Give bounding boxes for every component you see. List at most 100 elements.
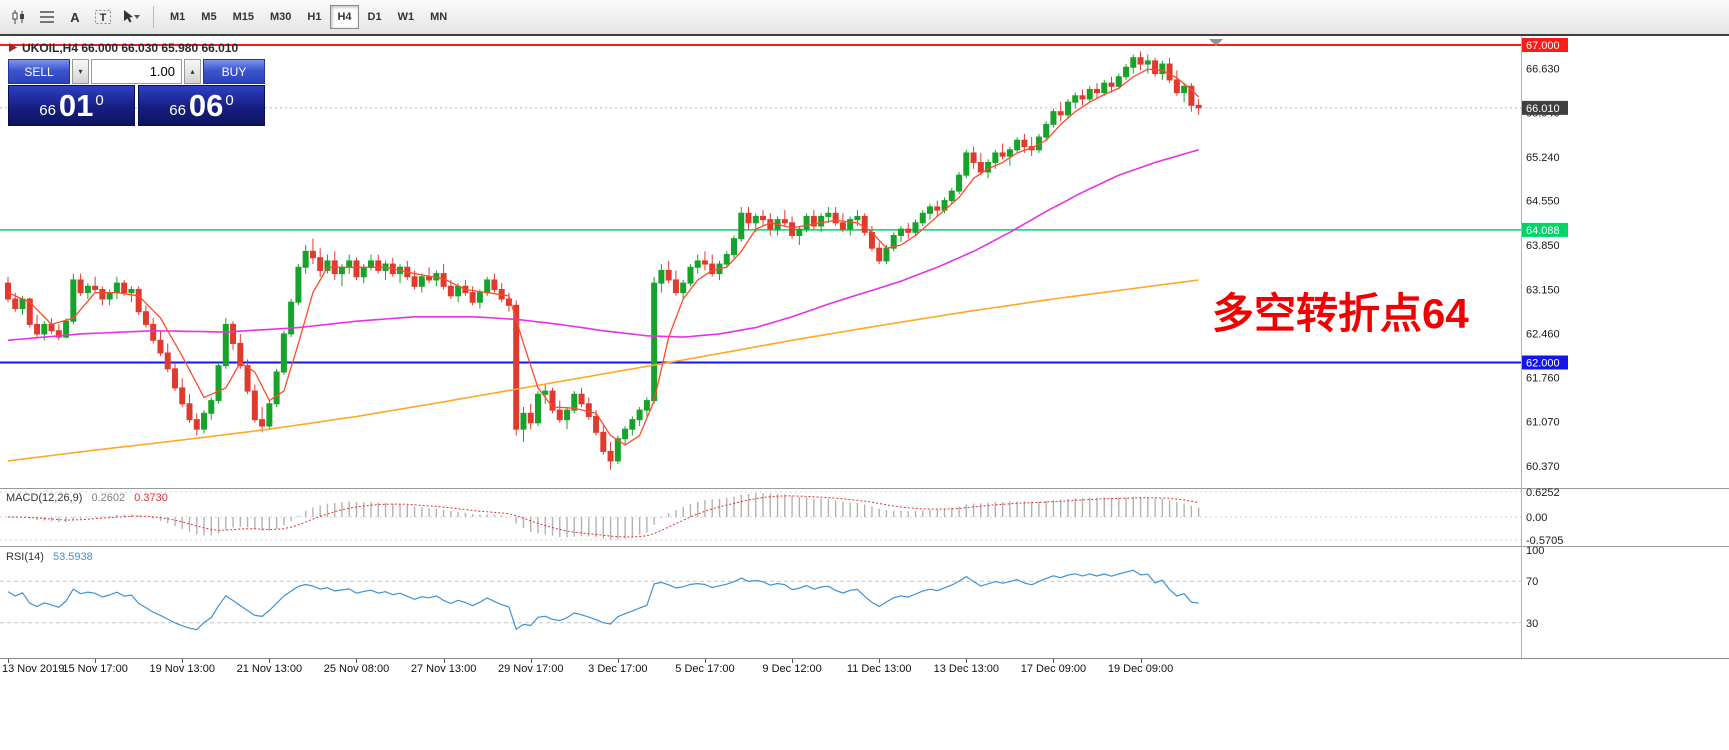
buy-price-display[interactable]: 66 06 0 bbox=[138, 85, 265, 126]
cursor-tool-button[interactable] bbox=[118, 4, 144, 30]
timeframe-button-m1[interactable]: M1 bbox=[163, 5, 192, 29]
time-axis[interactable]: 13 Nov 2019 15 Nov 17:00 19 Nov 13:00 21 No… bbox=[0, 658, 1729, 680]
time-axis-label: 15 Nov 17:00 bbox=[62, 663, 128, 675]
sell-price-display[interactable]: 66 01 0 bbox=[8, 85, 135, 126]
sell-button[interactable]: SELL bbox=[8, 59, 70, 84]
price-tick-label: 63.150 bbox=[1526, 284, 1560, 296]
candle bbox=[498, 283, 505, 303]
candle bbox=[839, 213, 846, 233]
main-chart-canvas[interactable]: 66.63065.94065.24064.55063.85063.15062.4… bbox=[0, 36, 1729, 488]
candle bbox=[520, 406, 527, 442]
candle bbox=[302, 245, 309, 274]
time-axis-tick bbox=[8, 659, 9, 663]
candle bbox=[897, 225, 904, 242]
candle bbox=[1108, 76, 1115, 93]
candle bbox=[956, 172, 963, 195]
candle bbox=[738, 206, 745, 242]
chart-type-button[interactable] bbox=[6, 4, 32, 30]
time-axis-label: 29 Nov 17:00 bbox=[498, 663, 564, 675]
buy-price-big: 06 bbox=[188, 88, 224, 123]
ma-mid-line bbox=[7, 149, 1199, 342]
grid-tool-button[interactable] bbox=[34, 4, 60, 30]
timeframe-button-m15[interactable]: M15 bbox=[226, 5, 261, 29]
time-axis-tick bbox=[356, 659, 358, 663]
time-axis-tick bbox=[617, 659, 619, 663]
toolbar: A T M1 M5 M15 M30 H1 H4 D1 W1 MN bbox=[0, 0, 1729, 36]
buy-button[interactable]: BUY bbox=[203, 59, 265, 84]
volume-input[interactable] bbox=[91, 59, 182, 84]
timeframe-button-h4[interactable]: H4 bbox=[330, 5, 359, 29]
time-axis-label: 19 Dec 09:00 bbox=[1107, 663, 1174, 675]
timeframe-button-d1[interactable]: D1 bbox=[361, 5, 389, 29]
candle bbox=[440, 264, 447, 290]
macd-label: MACD(12,26,9) 0.2602 0.3730 bbox=[6, 492, 168, 504]
price-tick-label: 60.370 bbox=[1526, 461, 1560, 473]
candle bbox=[963, 149, 970, 179]
candle bbox=[324, 254, 331, 274]
candle bbox=[970, 146, 977, 169]
candle bbox=[927, 203, 934, 220]
candle bbox=[1014, 137, 1021, 153]
candle bbox=[418, 273, 425, 293]
volume-increase-button[interactable]: ▴ bbox=[184, 59, 201, 84]
candle bbox=[803, 213, 810, 233]
chart-title: UKOIL,H4 66.000 66.030 65.980 66.010 bbox=[22, 41, 238, 55]
sell-price-prefix: 66 bbox=[39, 102, 56, 119]
candle bbox=[1064, 98, 1071, 119]
candle bbox=[193, 413, 200, 436]
price-tick-label: 62.460 bbox=[1526, 328, 1560, 340]
candle bbox=[77, 273, 84, 296]
timeframe-button-w1[interactable]: W1 bbox=[391, 5, 422, 29]
candle bbox=[701, 251, 708, 271]
time-axis-label: 21 Nov 13:00 bbox=[236, 663, 303, 675]
candlestick-icon bbox=[12, 10, 24, 24]
timeframe-group: M1 M5 M15 M30 H1 H4 D1 W1 MN bbox=[163, 5, 454, 29]
candle bbox=[222, 318, 229, 369]
rsi-line bbox=[7, 569, 1199, 631]
candle bbox=[680, 279, 687, 299]
letter-t-icon: T bbox=[100, 12, 107, 24]
candle bbox=[1006, 146, 1013, 166]
trade-controls-row: SELL ▾ ▴ BUY bbox=[8, 59, 265, 84]
annotation-text[interactable]: 多空转折点64 bbox=[1212, 290, 1469, 337]
timeframe-button-m30[interactable]: M30 bbox=[263, 5, 298, 29]
candle bbox=[716, 260, 723, 280]
candle bbox=[527, 403, 534, 430]
candle bbox=[919, 210, 926, 226]
candle bbox=[534, 391, 541, 426]
price-badge bbox=[1522, 355, 1568, 370]
rsi-panel-canvas[interactable]: 100 70 30 RSI(14) 53.5938 bbox=[0, 546, 1729, 658]
text-label-button[interactable]: T bbox=[90, 4, 116, 30]
volume-decrease-button[interactable]: ▾ bbox=[72, 59, 89, 84]
letter-a-icon: A bbox=[70, 10, 80, 25]
buy-price-prefix: 66 bbox=[169, 102, 186, 119]
candle bbox=[462, 279, 469, 296]
time-axis-tick bbox=[879, 659, 881, 663]
timeframe-button-h1[interactable]: H1 bbox=[300, 5, 328, 29]
price-tick-label: 66.630 bbox=[1526, 63, 1560, 75]
time-axis-tick bbox=[182, 659, 184, 663]
candle bbox=[447, 279, 454, 299]
candle bbox=[368, 254, 374, 271]
candle bbox=[832, 206, 839, 226]
cursor-icon bbox=[124, 10, 140, 23]
timeframe-button-m5[interactable]: M5 bbox=[194, 5, 223, 29]
candle bbox=[977, 152, 984, 176]
chart-window: 66.63065.94065.24064.55063.85063.15062.4… bbox=[0, 36, 1729, 680]
price-tick-label: 63.850 bbox=[1526, 240, 1560, 252]
candle bbox=[847, 216, 854, 236]
price-badge bbox=[1522, 38, 1568, 52]
timeframe-button-mn[interactable]: MN bbox=[423, 5, 454, 29]
candle bbox=[1166, 57, 1173, 84]
candle bbox=[1152, 57, 1159, 77]
candle bbox=[164, 343, 171, 373]
text-annotation-button[interactable]: A bbox=[62, 4, 88, 30]
price-badge bbox=[1522, 100, 1568, 115]
candle bbox=[723, 251, 730, 268]
macd-panel-canvas[interactable]: 0.6252 0.00 -0.5705 MACD(12,26,9) 0.2602 0… bbox=[0, 488, 1729, 546]
chart-shift-marker-icon[interactable] bbox=[1209, 39, 1223, 46]
time-axis-label: 19 Nov 13:00 bbox=[149, 663, 215, 675]
macd-signal-line bbox=[7, 495, 1199, 538]
time-axis-tick bbox=[704, 659, 706, 663]
